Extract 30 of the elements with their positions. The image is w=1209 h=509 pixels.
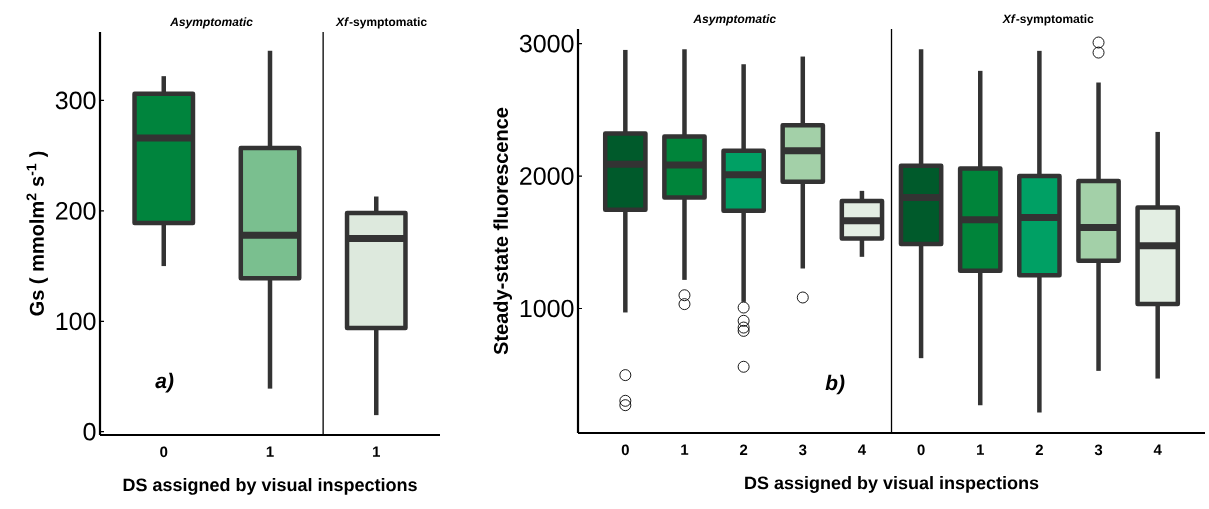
text: Xf-symptomatic <box>335 17 427 29</box>
x-tick-label: 0 <box>160 446 168 458</box>
x-tick-label: 0 <box>621 444 629 456</box>
x-tick-label: 4 <box>857 444 867 455</box>
x-tick-label: 3 <box>798 444 807 456</box>
text: Asymptomatic <box>169 17 253 29</box>
annotation: b) <box>825 374 845 395</box>
y-tick-label: 100 <box>56 312 96 331</box>
y-tick-label: 2000 <box>520 167 574 185</box>
y-tick-label: 200 <box>56 202 96 220</box>
x-axis-title: DS assigned by visual inspections <box>745 476 1039 493</box>
x-tick-label: 1 <box>681 444 689 455</box>
y-axis-title: Steady-state fluorescence <box>493 107 512 355</box>
x-tick-label: 1 <box>373 446 381 457</box>
x-tick-label: 2 <box>739 444 748 456</box>
y-tick-label: 3000 <box>519 34 574 53</box>
x-tick-label: 4 <box>1153 444 1162 455</box>
x-tick-label: 3 <box>1094 444 1103 456</box>
x-tick-label: 2 <box>1035 444 1043 456</box>
y-tick-label: 300 <box>55 91 96 110</box>
y-tick-label: 0 <box>83 422 96 441</box>
y-axis-title: Gs ( mmolm$^{2}$ s$^{-1}$ ) <box>26 151 48 316</box>
annotation: a) <box>155 372 174 393</box>
x-tick-label: 0 <box>917 444 925 456</box>
text: Asymptomatic <box>693 14 776 26</box>
x-tick-label: 1 <box>977 444 984 455</box>
x-tick-label: 1 <box>266 446 274 457</box>
x-axis-title: DS assigned by visual inspections <box>123 478 417 495</box>
y-tick-label: 1000 <box>520 299 574 318</box>
text: Xf-symptomatic <box>1002 14 1094 26</box>
